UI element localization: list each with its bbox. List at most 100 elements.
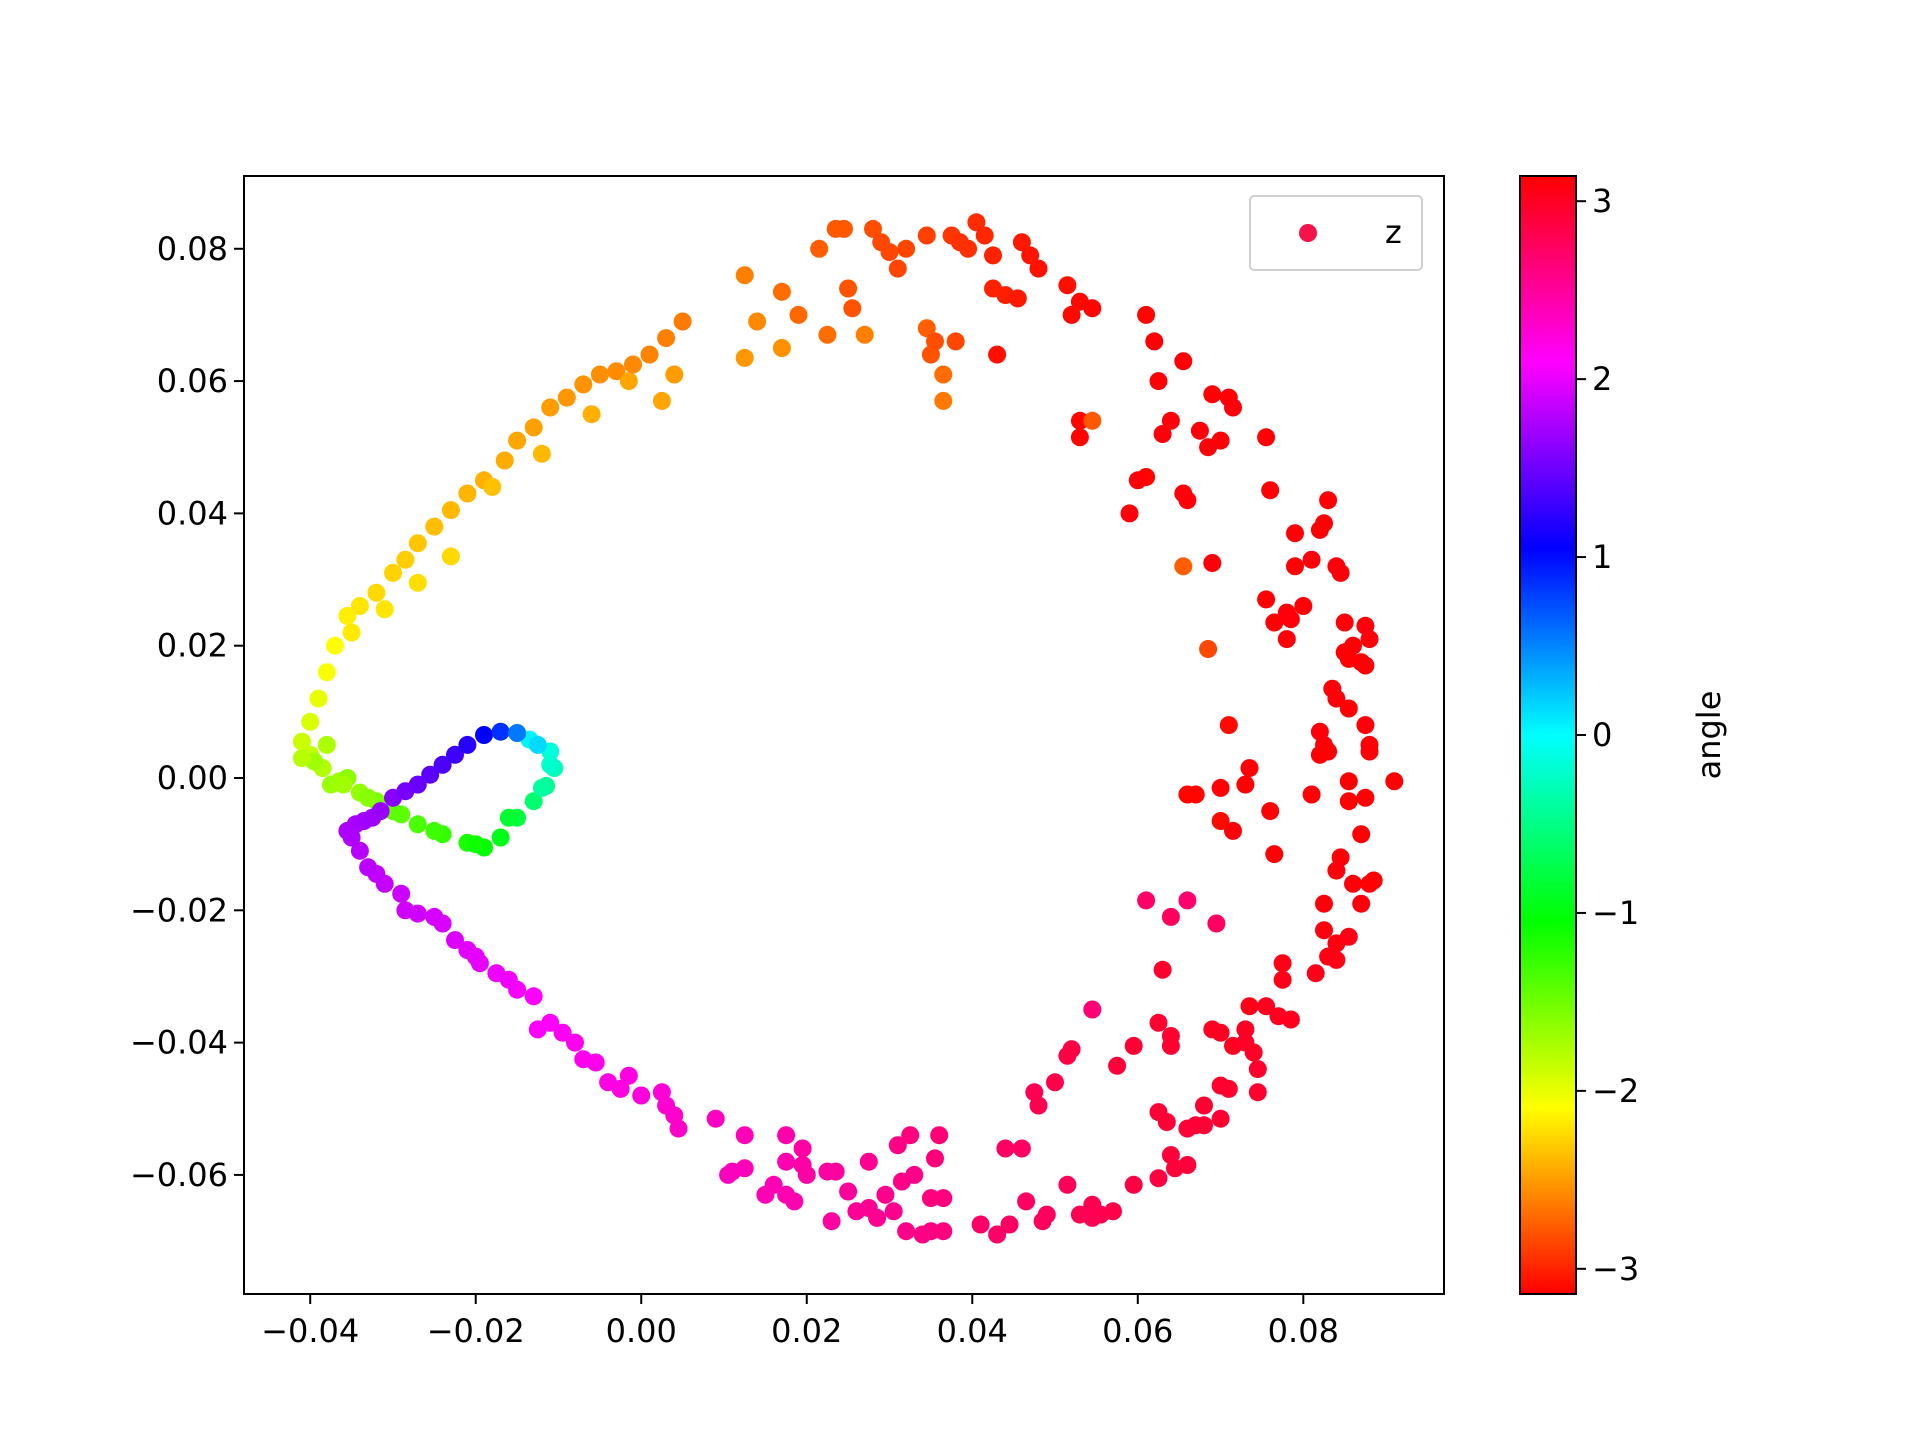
data-point xyxy=(1327,689,1346,708)
data-point xyxy=(1219,716,1238,735)
data-point xyxy=(1257,997,1276,1016)
data-point xyxy=(772,339,791,357)
data-point xyxy=(350,841,369,860)
data-point xyxy=(425,907,444,926)
data-point xyxy=(996,1139,1015,1158)
data-point xyxy=(1021,246,1040,265)
data-point xyxy=(1356,788,1375,807)
data-point xyxy=(1029,259,1048,278)
data-point xyxy=(934,1189,953,1208)
legend-box xyxy=(1249,195,1423,271)
data-point xyxy=(756,1185,775,1204)
data-point xyxy=(1306,964,1325,983)
data-point xyxy=(1058,1175,1077,1194)
data-point xyxy=(599,1073,618,1092)
data-point xyxy=(1145,332,1164,351)
y-tick-label: 0.02 xyxy=(157,627,228,665)
data-point xyxy=(959,239,978,258)
data-point xyxy=(607,362,626,381)
data-point xyxy=(1070,428,1089,447)
data-point xyxy=(1120,504,1139,523)
data-point xyxy=(292,749,311,768)
data-point xyxy=(818,1162,837,1181)
data-point xyxy=(1149,1013,1168,1032)
data-point xyxy=(491,722,510,741)
data-point xyxy=(1124,1036,1143,1055)
data-point xyxy=(582,405,601,424)
colorbar-tick-label: 2 xyxy=(1592,360,1612,398)
data-point xyxy=(1281,1010,1300,1029)
data-point xyxy=(421,765,440,784)
data-point xyxy=(590,365,609,384)
data-point xyxy=(1224,821,1242,840)
data-point xyxy=(1174,352,1193,371)
data-point xyxy=(1236,775,1255,794)
data-point xyxy=(433,755,452,774)
data-point xyxy=(847,1202,866,1221)
data-point xyxy=(652,391,671,410)
data-point xyxy=(408,815,427,834)
data-point xyxy=(1327,861,1346,880)
data-point xyxy=(392,805,411,824)
data-point xyxy=(864,219,882,238)
data-point xyxy=(1161,907,1180,926)
data-point xyxy=(1286,557,1304,576)
data-point xyxy=(1360,630,1379,649)
data-point xyxy=(1190,421,1209,440)
data-point xyxy=(884,1202,903,1221)
data-point xyxy=(495,451,514,470)
data-point xyxy=(1277,630,1296,649)
data-point xyxy=(532,444,551,463)
data-point xyxy=(665,365,684,384)
data-point xyxy=(1062,1040,1081,1059)
data-point xyxy=(1070,411,1089,430)
data-point xyxy=(574,375,593,394)
data-point xyxy=(292,732,311,751)
data-point xyxy=(1203,385,1222,404)
data-point xyxy=(446,745,464,764)
data-point xyxy=(619,372,638,391)
data-point xyxy=(1281,610,1300,629)
data-point xyxy=(441,501,460,520)
data-point xyxy=(1257,428,1276,447)
data-point xyxy=(748,312,767,331)
data-point xyxy=(1224,398,1242,417)
y-tick-label: 0.00 xyxy=(157,759,228,797)
data-point xyxy=(1157,1113,1176,1131)
data-point xyxy=(917,226,936,245)
data-point xyxy=(1219,1079,1238,1098)
data-point xyxy=(1012,233,1031,252)
data-point xyxy=(483,477,502,496)
data-point xyxy=(1265,845,1284,864)
data-point xyxy=(1352,894,1371,913)
data-point xyxy=(1017,1192,1036,1211)
data-point xyxy=(1211,778,1230,797)
data-point xyxy=(988,345,1007,364)
legend-marker xyxy=(1299,224,1317,242)
data-point xyxy=(1248,1083,1267,1102)
data-point xyxy=(1211,1023,1230,1042)
data-point xyxy=(1199,640,1218,658)
data-point xyxy=(1248,1060,1267,1079)
data-point xyxy=(657,329,676,348)
data-point xyxy=(1356,656,1375,675)
data-point xyxy=(458,735,477,754)
data-point xyxy=(1310,745,1329,764)
data-point xyxy=(342,623,361,642)
data-point xyxy=(1385,772,1404,791)
data-point xyxy=(392,884,411,903)
data-point xyxy=(359,788,378,807)
data-point xyxy=(793,1139,812,1158)
data-point xyxy=(789,305,808,324)
data-point xyxy=(1012,1139,1031,1158)
y-tick-label: 0.06 xyxy=(157,362,228,400)
data-point xyxy=(839,279,858,298)
y-tick-label: 0.08 xyxy=(157,230,228,268)
data-point xyxy=(1153,960,1172,979)
data-point xyxy=(1083,299,1102,318)
data-point xyxy=(1137,305,1156,324)
data-point xyxy=(971,1215,990,1234)
data-point xyxy=(1195,1096,1213,1115)
data-point xyxy=(1339,927,1358,946)
data-point xyxy=(1344,874,1362,893)
